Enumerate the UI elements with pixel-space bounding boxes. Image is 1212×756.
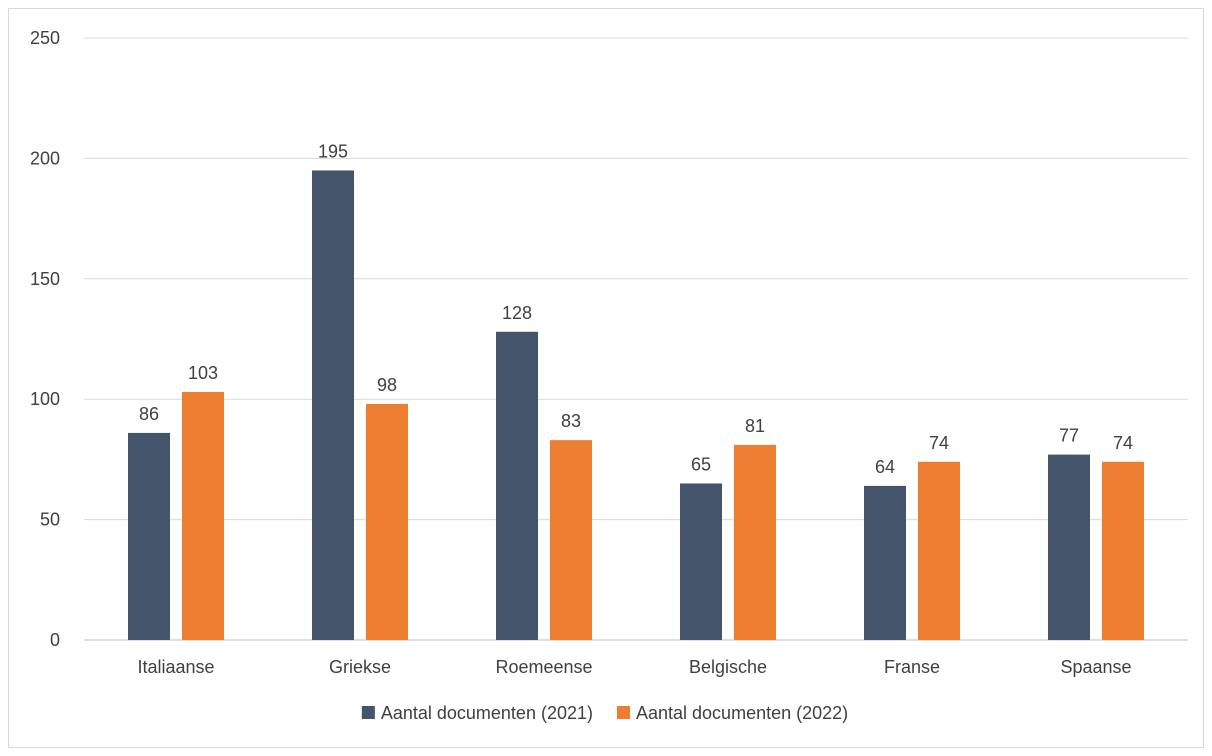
x-tick-label: Franse: [884, 657, 940, 677]
data-label: 195: [318, 141, 348, 161]
bar: [550, 440, 592, 640]
bar: [1102, 461, 1144, 640]
data-label: 77: [1059, 426, 1079, 446]
x-axis-ticks: Italiaanse Griekse Roemeense Belgische Frans…: [137, 657, 1131, 677]
data-label: 65: [691, 454, 711, 474]
y-tick-label: 150: [30, 269, 60, 289]
data-label: 74: [1113, 433, 1133, 453]
x-tick-label: Belgische: [689, 657, 767, 677]
data-label: 74: [929, 433, 949, 453]
y-tick-label: 100: [30, 389, 60, 409]
legend-swatch: [361, 706, 375, 719]
data-label: 64: [875, 457, 895, 477]
bar: [312, 170, 354, 640]
x-tick-label: Roemeense: [495, 657, 592, 677]
y-axis-ticks: 0 50 100 150 200 250: [30, 28, 60, 650]
bar: [366, 404, 408, 640]
bar: [864, 485, 906, 640]
bar: [182, 391, 224, 640]
data-labels: 86 103 195 98 128 83 65 81 64 74 77 74: [139, 141, 1133, 476]
data-label: 86: [139, 404, 159, 424]
y-tick-label: 0: [50, 630, 60, 650]
bar: [680, 483, 722, 640]
legend-label: Aantal documenten (2022): [636, 703, 848, 723]
data-label: 128: [502, 303, 532, 323]
bar: [496, 331, 538, 640]
x-tick-label: Griekse: [329, 657, 391, 677]
bar: [734, 444, 776, 640]
y-tick-label: 200: [30, 148, 60, 168]
y-tick-label: 250: [30, 28, 60, 48]
legend-swatch: [617, 706, 630, 719]
bar: [128, 432, 170, 640]
gridlines: [84, 37, 1188, 641]
data-label: 103: [188, 363, 218, 383]
data-label: 81: [745, 416, 765, 436]
x-tick-label: Spaanse: [1060, 657, 1131, 677]
data-label: 98: [377, 375, 397, 395]
x-tick-label: Italiaanse: [137, 657, 214, 677]
y-tick-label: 50: [40, 510, 60, 530]
bar: [918, 461, 960, 640]
bars: [128, 170, 1144, 640]
legend: Aantal documenten (2021) Aantal documente…: [361, 703, 848, 723]
data-label: 83: [561, 411, 581, 431]
bar: [1048, 454, 1090, 640]
legend-label: Aantal documenten (2021): [381, 703, 593, 723]
